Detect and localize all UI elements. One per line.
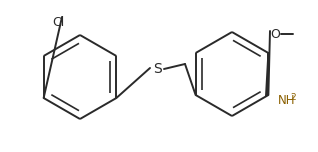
Text: S: S xyxy=(153,62,161,76)
Text: Cl: Cl xyxy=(52,16,64,29)
Text: NH: NH xyxy=(278,93,295,107)
Text: O: O xyxy=(270,28,280,40)
Text: 2: 2 xyxy=(291,93,296,102)
